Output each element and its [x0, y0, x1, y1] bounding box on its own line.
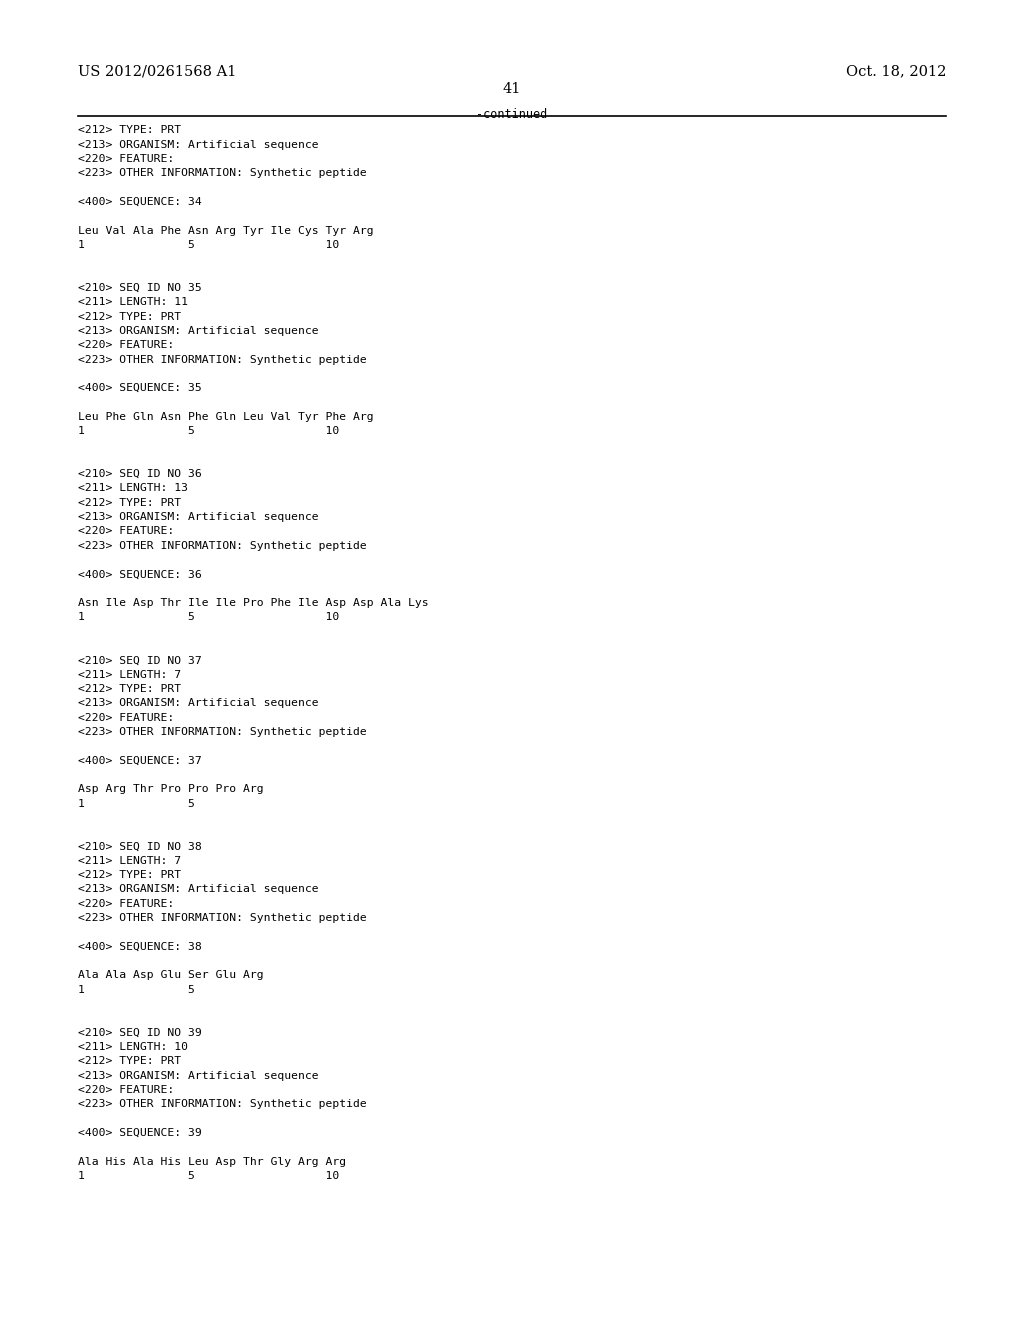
Text: <220> FEATURE:: <220> FEATURE:	[78, 341, 174, 350]
Text: <210> SEQ ID NO 36: <210> SEQ ID NO 36	[78, 469, 202, 479]
Text: <213> ORGANISM: Artificial sequence: <213> ORGANISM: Artificial sequence	[78, 884, 318, 895]
Text: <211> LENGTH: 7: <211> LENGTH: 7	[78, 669, 181, 680]
Text: Oct. 18, 2012: Oct. 18, 2012	[846, 65, 946, 79]
Text: 1               5: 1 5	[78, 985, 195, 995]
Text: <220> FEATURE:: <220> FEATURE:	[78, 527, 174, 536]
Text: <212> TYPE: PRT: <212> TYPE: PRT	[78, 312, 181, 322]
Text: <400> SEQUENCE: 39: <400> SEQUENCE: 39	[78, 1127, 202, 1138]
Text: Leu Val Ala Phe Asn Arg Tyr Ile Cys Tyr Arg: Leu Val Ala Phe Asn Arg Tyr Ile Cys Tyr …	[78, 226, 374, 236]
Text: <211> LENGTH: 13: <211> LENGTH: 13	[78, 483, 187, 494]
Text: -continued: -continued	[476, 108, 548, 121]
Text: <212> TYPE: PRT: <212> TYPE: PRT	[78, 498, 181, 508]
Text: Ala His Ala His Leu Asp Thr Gly Arg Arg: Ala His Ala His Leu Asp Thr Gly Arg Arg	[78, 1156, 346, 1167]
Text: <223> OTHER INFORMATION: Synthetic peptide: <223> OTHER INFORMATION: Synthetic pepti…	[78, 541, 367, 550]
Text: US 2012/0261568 A1: US 2012/0261568 A1	[78, 65, 237, 79]
Text: <220> FEATURE:: <220> FEATURE:	[78, 899, 174, 908]
Text: <223> OTHER INFORMATION: Synthetic peptide: <223> OTHER INFORMATION: Synthetic pepti…	[78, 169, 367, 178]
Text: <212> TYPE: PRT: <212> TYPE: PRT	[78, 684, 181, 694]
Text: <223> OTHER INFORMATION: Synthetic peptide: <223> OTHER INFORMATION: Synthetic pepti…	[78, 913, 367, 923]
Text: <213> ORGANISM: Artificial sequence: <213> ORGANISM: Artificial sequence	[78, 326, 318, 335]
Text: Asp Arg Thr Pro Pro Pro Arg: Asp Arg Thr Pro Pro Pro Arg	[78, 784, 263, 795]
Text: <400> SEQUENCE: 35: <400> SEQUENCE: 35	[78, 383, 202, 393]
Text: <210> SEQ ID NO 38: <210> SEQ ID NO 38	[78, 842, 202, 851]
Text: <400> SEQUENCE: 38: <400> SEQUENCE: 38	[78, 941, 202, 952]
Text: <210> SEQ ID NO 35: <210> SEQ ID NO 35	[78, 282, 202, 293]
Text: Ala Ala Asp Glu Ser Glu Arg: Ala Ala Asp Glu Ser Glu Arg	[78, 970, 263, 981]
Text: 1               5: 1 5	[78, 799, 195, 809]
Text: <220> FEATURE:: <220> FEATURE:	[78, 1085, 174, 1096]
Text: <211> LENGTH: 10: <211> LENGTH: 10	[78, 1041, 187, 1052]
Text: 41: 41	[503, 82, 521, 96]
Text: <213> ORGANISM: Artificial sequence: <213> ORGANISM: Artificial sequence	[78, 698, 318, 709]
Text: <223> OTHER INFORMATION: Synthetic peptide: <223> OTHER INFORMATION: Synthetic pepti…	[78, 355, 367, 364]
Text: <223> OTHER INFORMATION: Synthetic peptide: <223> OTHER INFORMATION: Synthetic pepti…	[78, 1100, 367, 1109]
Text: <211> LENGTH: 7: <211> LENGTH: 7	[78, 855, 181, 866]
Text: <223> OTHER INFORMATION: Synthetic peptide: <223> OTHER INFORMATION: Synthetic pepti…	[78, 727, 367, 737]
Text: <213> ORGANISM: Artificial sequence: <213> ORGANISM: Artificial sequence	[78, 140, 318, 149]
Text: <400> SEQUENCE: 36: <400> SEQUENCE: 36	[78, 569, 202, 579]
Text: <211> LENGTH: 11: <211> LENGTH: 11	[78, 297, 187, 308]
Text: <400> SEQUENCE: 37: <400> SEQUENCE: 37	[78, 755, 202, 766]
Text: <213> ORGANISM: Artificial sequence: <213> ORGANISM: Artificial sequence	[78, 1071, 318, 1081]
Text: 1               5                   10: 1 5 10	[78, 426, 339, 436]
Text: <210> SEQ ID NO 39: <210> SEQ ID NO 39	[78, 1028, 202, 1038]
Text: <212> TYPE: PRT: <212> TYPE: PRT	[78, 870, 181, 880]
Text: <400> SEQUENCE: 34: <400> SEQUENCE: 34	[78, 197, 202, 207]
Text: <210> SEQ ID NO 37: <210> SEQ ID NO 37	[78, 655, 202, 665]
Text: <212> TYPE: PRT: <212> TYPE: PRT	[78, 125, 181, 136]
Text: Leu Phe Gln Asn Phe Gln Leu Val Tyr Phe Arg: Leu Phe Gln Asn Phe Gln Leu Val Tyr Phe …	[78, 412, 374, 422]
Text: 1               5                   10: 1 5 10	[78, 612, 339, 622]
Text: 1               5                   10: 1 5 10	[78, 1171, 339, 1181]
Text: <212> TYPE: PRT: <212> TYPE: PRT	[78, 1056, 181, 1067]
Text: <213> ORGANISM: Artificial sequence: <213> ORGANISM: Artificial sequence	[78, 512, 318, 523]
Text: <220> FEATURE:: <220> FEATURE:	[78, 713, 174, 722]
Text: 1               5                   10: 1 5 10	[78, 240, 339, 249]
Text: Asn Ile Asp Thr Ile Ile Pro Phe Ile Asp Asp Ala Lys: Asn Ile Asp Thr Ile Ile Pro Phe Ile Asp …	[78, 598, 428, 609]
Text: <220> FEATURE:: <220> FEATURE:	[78, 154, 174, 164]
